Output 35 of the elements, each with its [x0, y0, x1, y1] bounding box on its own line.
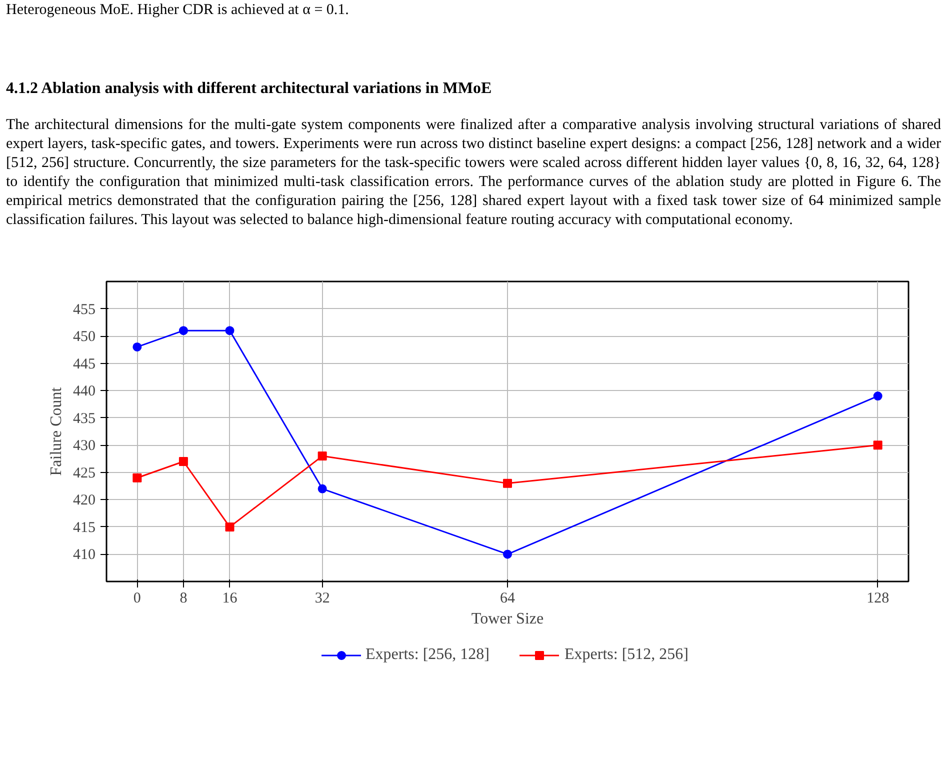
point — [132, 473, 142, 482]
point — [225, 326, 234, 336]
x-tick-label: 32 — [314, 590, 330, 606]
point — [873, 392, 882, 401]
x-tick-label: 16 — [222, 590, 238, 606]
point — [318, 484, 327, 494]
point — [318, 452, 327, 461]
y-tick-label: 415 — [73, 520, 96, 536]
y-tick-label: 420 — [73, 492, 96, 509]
point — [178, 457, 188, 466]
y-tick-label: 440 — [73, 384, 96, 400]
y-tick-label: 445 — [73, 356, 96, 372]
x-tick-label: 8 — [180, 590, 188, 606]
y-tick-label: 450 — [73, 329, 96, 346]
legend-label: Experts: [256, 128] — [366, 646, 490, 664]
y-tick-label: 410 — [73, 547, 96, 564]
legend-label: Experts: [512, 256] — [564, 646, 688, 664]
chart-title: 4.1.2 Ablation analysis with different architectural variations in MMoE — [6, 79, 492, 99]
x-tick-label: 0 — [133, 590, 141, 606]
point — [503, 550, 512, 559]
x-tick-label: 64 — [500, 590, 516, 606]
y-tick-label: 425 — [73, 465, 96, 482]
point — [132, 342, 142, 352]
y-axis-title: Failure Count — [48, 386, 65, 476]
point — [503, 478, 512, 488]
x-axis-title: Tower Size — [471, 610, 544, 628]
text: Heterogeneous MoE. Higher CDR is achieved at α = 0.1. — [6, 1, 349, 20]
point — [225, 522, 234, 532]
text: The architectural dimensions for the multi-gate system components were finalized after a comparative analysis involving structural variations of shared expert layers, task-specific gates, and towers. Experiments were run across two distinct baseline expert designs: a compact [256, 128] network and a wider [512, 256] structure. Concurrently, the size parameters for the task-specific towers were scaled across different hidden layer values {0, 8, 16, 32, 64, 128} to identify the configuration that minimized multi-task classification errors. The performance curves of the ablation study are plotted in Figure 6. The empirical metrics demonstrated that the configuration pairing the [256, 128] shared expert layout with a fixed task tower size of 64 minimized sample classification failures. This layout was selected to balance high-dimensional feature routing accuracy with computational economy. — [6, 116, 941, 230]
x-tick-label: 128 — [866, 590, 890, 606]
y-tick-label: 455 — [73, 302, 96, 318]
y-tick-label: 435 — [73, 410, 96, 427]
point — [178, 326, 188, 336]
y-tick-label: 430 — [73, 438, 96, 454]
point — [873, 440, 882, 450]
